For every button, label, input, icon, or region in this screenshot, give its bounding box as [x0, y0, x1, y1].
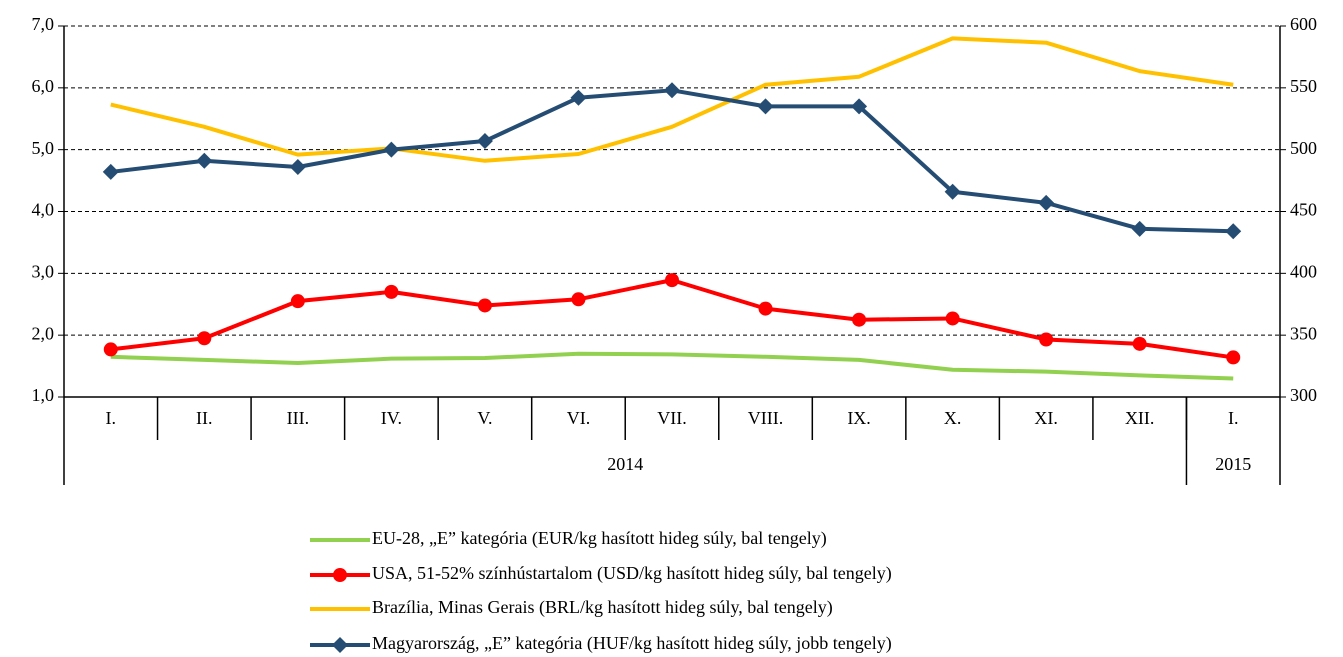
point-marker [290, 294, 305, 309]
x-group-label: 2015 [1215, 454, 1251, 474]
y-tick-label: 6,0 [32, 76, 55, 96]
y2-tick-label: 550 [1290, 76, 1317, 96]
point-marker [570, 89, 587, 106]
point-marker [477, 298, 492, 313]
point-marker [383, 141, 400, 158]
y2-tick-label: 400 [1290, 261, 1317, 281]
point-marker [664, 82, 680, 99]
point-marker [384, 284, 399, 299]
legend-label: Brazília, Minas Gerais (BRL/kg hasított … [372, 597, 833, 618]
y2-tick-label: 450 [1290, 200, 1317, 220]
x-tick-label: X. [944, 408, 962, 428]
x-tick-label: VII. [657, 408, 687, 428]
point-marker [758, 301, 773, 316]
point-marker [1038, 194, 1055, 211]
point-marker [476, 133, 493, 150]
point-marker [1226, 350, 1241, 365]
point-marker [1225, 223, 1242, 240]
series-line [110, 351, 1234, 381]
x-tick-label: V. [477, 408, 492, 428]
y2-tick-label: 350 [1290, 323, 1317, 343]
point-marker [102, 163, 119, 180]
legend-marker [332, 637, 348, 653]
y2-tick-label: 600 [1290, 14, 1317, 34]
x-tick-label: VI. [567, 408, 591, 428]
point-marker [944, 183, 961, 200]
y-tick-label: 3,0 [32, 261, 55, 281]
y-tick-label: 2,0 [32, 323, 55, 343]
series-line [110, 88, 1234, 234]
x-tick-label: I. [1228, 408, 1239, 428]
series-line [110, 278, 1234, 360]
x-tick-label: XII. [1125, 408, 1155, 428]
y2-tick-label: 500 [1290, 138, 1317, 158]
point-marker [571, 292, 586, 307]
y-tick-label: 5,0 [32, 138, 55, 158]
x-tick-label: XI. [1034, 408, 1058, 428]
x-tick-label: VIII. [748, 408, 783, 428]
x-group-label: 2014 [607, 454, 643, 474]
legend-marker [333, 568, 347, 582]
y-tick-label: 7,0 [32, 14, 55, 34]
series-line [110, 36, 1234, 163]
point-marker [197, 331, 212, 346]
x-tick-label: IX. [847, 408, 871, 428]
point-marker [757, 98, 774, 115]
point-marker [851, 98, 868, 115]
x-tick-label: IV. [381, 408, 402, 428]
x-tick-label: I. [106, 408, 117, 428]
point-marker [945, 311, 960, 326]
point-marker [196, 152, 213, 169]
x-tick-label: II. [196, 408, 213, 428]
point-marker [1039, 332, 1054, 347]
y-tick-label: 1,0 [32, 385, 55, 405]
point-marker [1131, 220, 1148, 237]
point-marker [103, 342, 118, 357]
legend-label: USA, 51-52% színhústartalom (USD/kg hasí… [372, 563, 892, 584]
point-marker [1132, 336, 1147, 351]
y2-tick-label: 300 [1290, 385, 1317, 405]
legend-label: EU-28, „E” kategória (EUR/kg hasított hi… [372, 528, 827, 549]
legend-label: Magyarország, „E” kategória (HUF/kg hasí… [372, 633, 892, 654]
x-tick-label: III. [287, 408, 309, 428]
y-tick-label: 4,0 [32, 200, 55, 220]
point-marker [852, 312, 867, 327]
point-marker [289, 158, 306, 175]
point-marker [665, 273, 679, 288]
